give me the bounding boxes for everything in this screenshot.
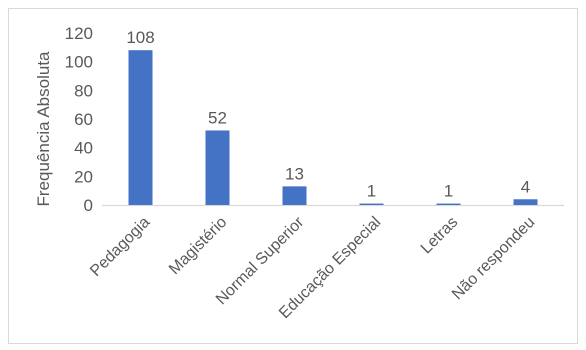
x-tick-label: Magistério <box>166 214 230 278</box>
bar <box>359 203 384 205</box>
bar <box>282 186 307 205</box>
data-label: 4 <box>521 177 530 196</box>
y-axis-ticks: 0 20 40 60 80 100 120 <box>65 24 93 215</box>
data-label: 13 <box>285 164 304 183</box>
x-tick-label: Letras <box>418 214 461 257</box>
y-axis-label: Frequência Absoluta <box>34 51 53 207</box>
y-tick-label: 100 <box>65 53 93 72</box>
y-tick-label: 60 <box>74 110 93 129</box>
data-label: 1 <box>367 182 376 201</box>
x-tick-label: Não respondeu <box>449 214 538 303</box>
data-label: 1 <box>444 182 453 201</box>
bar <box>436 203 461 205</box>
data-label: 108 <box>126 28 154 47</box>
data-labels: 108 52 13 1 1 4 <box>126 28 530 200</box>
y-tick-label: 40 <box>74 139 93 158</box>
bar <box>513 199 538 205</box>
y-tick-label: 20 <box>74 167 93 186</box>
bars <box>128 50 538 206</box>
chart-frame: Frequência Absoluta 0 20 40 60 80 100 120 108 5… <box>8 8 578 344</box>
bar <box>205 130 230 205</box>
x-tick-label: Pedagogia <box>87 214 153 280</box>
data-label: 52 <box>208 108 227 127</box>
bar <box>128 50 153 206</box>
y-tick-label: 120 <box>65 24 93 43</box>
y-tick-label: 80 <box>74 81 93 100</box>
y-tick-label: 0 <box>84 196 93 215</box>
bar-chart: Frequência Absoluta 0 20 40 60 80 100 120 108 5… <box>34 24 564 322</box>
